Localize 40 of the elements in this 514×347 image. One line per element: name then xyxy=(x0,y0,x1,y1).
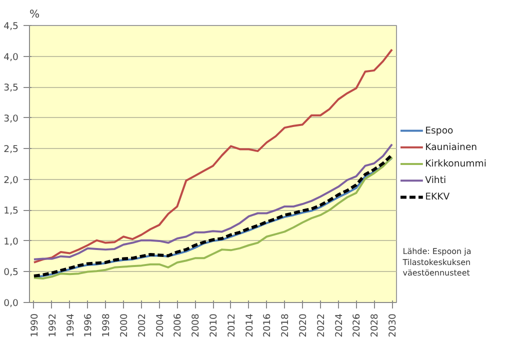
y-axis-title: % xyxy=(30,8,40,20)
y-tick-label: 0,0 xyxy=(4,298,19,309)
x-tick-label: 2006 xyxy=(172,313,184,338)
x-tick-label: 2030 xyxy=(388,313,399,338)
y-tick-label: 0,5 xyxy=(4,267,19,278)
y-tick-label: 3,5 xyxy=(4,82,19,94)
x-tick-label: 2018 xyxy=(280,313,292,338)
y-tick-label: 4,0 xyxy=(4,52,19,63)
legend-label: Kirkkonummi xyxy=(425,158,486,170)
y-tick-label: 2,0 xyxy=(4,174,19,186)
x-tick-label: 2026 xyxy=(352,313,363,338)
x-tick-label: 1994 xyxy=(65,313,76,338)
text: Lähde: Espoon ja Tilastokeskuksen väestöennusteet xyxy=(402,247,472,278)
x-tick-label: 2020 xyxy=(298,313,310,338)
y-tick-label: 1,5 xyxy=(4,206,19,217)
legend-label: EKKV xyxy=(425,192,450,203)
x-tick-label: 1996 xyxy=(83,313,94,338)
y-tick-label: 1,0 xyxy=(4,236,19,248)
y-tick-label: 4,5 xyxy=(4,21,19,32)
x-tick-label: 2004 xyxy=(154,313,166,338)
x-tick-label: 2024 xyxy=(334,313,345,338)
x-tick-label: 1990 xyxy=(29,313,40,338)
x-tick-label: 2000 xyxy=(118,313,130,338)
x-tick-label: 2002 xyxy=(136,313,148,338)
y-tick-label: 3,0 xyxy=(4,113,19,124)
legend-label: Kauniainen xyxy=(425,142,478,153)
x-tick-label: 2008 xyxy=(190,313,202,338)
legend-label: Espoo xyxy=(425,125,454,136)
x-tick-label: 2016 xyxy=(262,313,274,338)
x-tick-label: 1998 xyxy=(101,313,112,338)
x-tick-label: 2022 xyxy=(316,313,327,338)
x-tick-label: 2014 xyxy=(244,313,256,338)
line-series xyxy=(32,48,394,264)
line-series xyxy=(32,143,394,260)
x-tick-label: 2028 xyxy=(370,313,381,338)
x-tick-label: 1992 xyxy=(47,313,58,338)
x-tick-label: 2010 xyxy=(208,313,220,338)
x-tick-label: 2012 xyxy=(226,313,238,338)
y-tick-label: 2,5 xyxy=(4,144,19,156)
legend-label: Vihti xyxy=(425,175,446,186)
